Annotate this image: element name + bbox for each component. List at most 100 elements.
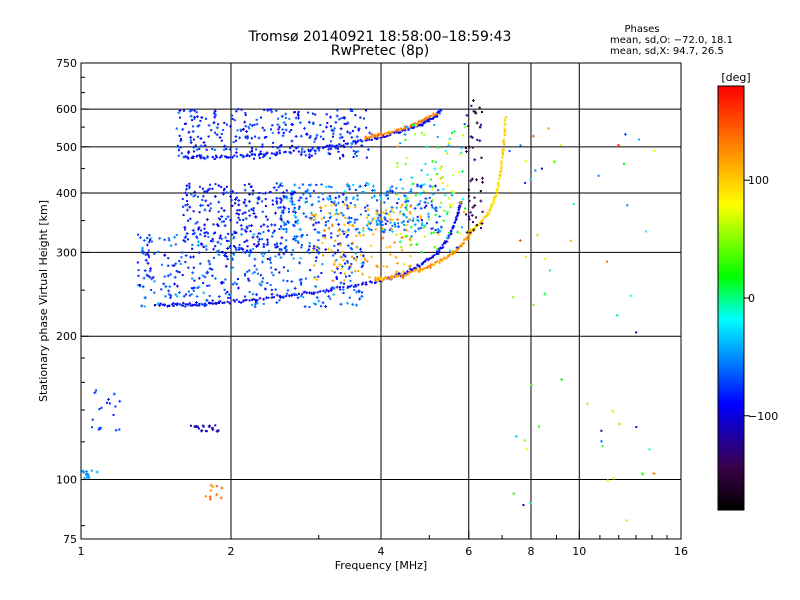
echo-point	[243, 240, 246, 243]
echo-point	[191, 233, 194, 236]
echo-point	[389, 186, 392, 189]
echo-point	[597, 174, 600, 177]
echo-point	[454, 221, 457, 224]
echo-point	[258, 282, 262, 286]
echo-point	[213, 277, 217, 281]
echo-point	[191, 129, 195, 133]
echo-point	[401, 212, 405, 216]
echo-point	[623, 132, 627, 136]
echo-point	[365, 137, 368, 140]
echo-point	[433, 184, 437, 188]
echo-point	[277, 252, 281, 256]
echo-point	[370, 281, 373, 284]
echo-point	[196, 237, 199, 240]
echo-point	[458, 204, 462, 208]
echo-point	[307, 291, 311, 295]
echo-point	[480, 156, 483, 159]
echo-point	[237, 213, 240, 216]
echo-point	[304, 154, 307, 157]
echo-point	[365, 109, 368, 112]
echo-point	[290, 193, 293, 196]
echo-point	[218, 155, 222, 159]
echo-point	[336, 234, 339, 237]
echo-point	[388, 229, 391, 232]
echo-point	[182, 304, 185, 307]
echo-point	[235, 110, 238, 113]
echo-point	[418, 270, 421, 273]
echo-point	[439, 225, 443, 229]
echo-point	[468, 230, 471, 233]
echo-point	[164, 295, 167, 298]
echo-point	[196, 135, 199, 138]
echo-point	[422, 122, 425, 125]
echo-point	[358, 184, 362, 188]
echo-point	[475, 225, 478, 228]
echo-point	[183, 225, 187, 229]
echo-point	[276, 202, 279, 205]
echo-point	[84, 473, 87, 476]
echo-point	[333, 213, 336, 216]
echo-point	[246, 136, 249, 139]
echo-point	[426, 115, 430, 119]
echo-point	[189, 141, 193, 145]
echo-point	[334, 146, 338, 150]
echo-point	[323, 216, 326, 219]
echo-point	[389, 189, 392, 192]
echo-point	[282, 220, 285, 223]
echo-point	[169, 272, 173, 276]
echo-point	[154, 304, 157, 307]
echo-point	[360, 291, 363, 294]
echo-point	[167, 289, 171, 293]
echo-point	[338, 136, 342, 140]
echo-point	[426, 222, 429, 225]
echo-point	[446, 213, 449, 216]
echo-point	[114, 428, 118, 432]
echo-point	[350, 141, 354, 145]
echo-point	[471, 99, 475, 103]
echo-point	[489, 207, 492, 210]
echo-point	[270, 266, 273, 269]
echo-point	[285, 189, 288, 192]
echo-point	[211, 299, 214, 302]
echo-point	[356, 198, 359, 201]
echo-point	[222, 220, 225, 223]
echo-point	[306, 250, 309, 253]
echo-point	[271, 124, 274, 127]
echo-point	[208, 267, 212, 271]
echo-point	[469, 231, 472, 234]
echo-point	[431, 188, 434, 191]
echo-point	[176, 303, 179, 306]
echo-point	[197, 251, 201, 255]
echo-point	[460, 244, 463, 247]
echo-point	[246, 245, 249, 248]
echo-point	[424, 163, 427, 166]
y-tick-label: 100	[56, 474, 77, 487]
echo-point	[404, 127, 407, 130]
echo-point	[410, 126, 413, 129]
echo-point	[273, 152, 276, 155]
echo-point	[112, 392, 116, 396]
echo-point	[309, 269, 312, 272]
echo-point	[248, 155, 251, 158]
echo-point	[404, 163, 407, 166]
echo-point	[328, 197, 332, 201]
echo-point	[294, 215, 298, 219]
echo-point	[329, 153, 332, 156]
echo-point	[222, 281, 225, 284]
echo-point	[176, 145, 180, 149]
echo-point	[156, 302, 160, 306]
echo-point	[336, 266, 339, 269]
echo-point	[229, 156, 232, 159]
echo-point	[250, 152, 254, 156]
echo-point	[398, 272, 401, 275]
echo-point	[189, 255, 193, 259]
echo-point	[418, 184, 422, 188]
echo-point	[490, 202, 493, 205]
echo-point	[330, 236, 333, 239]
echo-point	[398, 240, 402, 244]
echo-point	[188, 109, 192, 113]
echo-point	[184, 187, 188, 191]
echo-point	[363, 257, 366, 260]
echo-point	[290, 129, 293, 132]
echo-point	[335, 218, 338, 221]
